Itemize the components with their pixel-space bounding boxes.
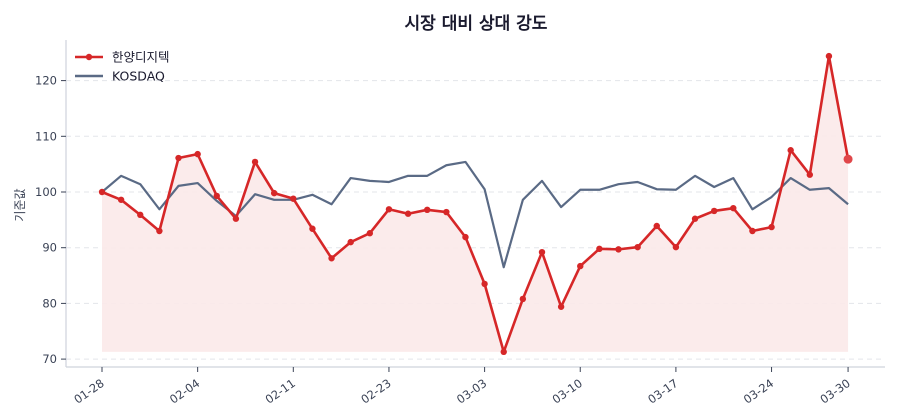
data-point	[596, 245, 603, 253]
legend-label: KOSDAQ	[112, 69, 165, 84]
data-point	[232, 215, 240, 222]
data-point	[730, 204, 737, 212]
data-point	[328, 255, 335, 262]
data-point	[194, 150, 201, 158]
axes	[65, 40, 885, 368]
y-tick-label: 120	[35, 74, 57, 88]
legend: 한양디지텍 KOSDAQ	[75, 50, 170, 84]
series-line	[101, 54, 850, 354]
area-fill	[102, 56, 849, 352]
series-fill	[102, 56, 849, 352]
x-tick-label: 02-23	[358, 376, 393, 407]
x-tick-label: 03-24	[741, 376, 776, 407]
data-point	[538, 248, 546, 256]
x-tick-label: 03-03	[454, 376, 489, 407]
data-point	[500, 348, 507, 356]
data-point	[615, 246, 622, 253]
data-point	[98, 188, 106, 196]
data-point	[806, 171, 814, 178]
data-point	[557, 303, 565, 310]
data-point	[787, 147, 794, 154]
data-point	[366, 230, 374, 237]
data-point	[691, 215, 699, 222]
data-point	[404, 210, 412, 217]
legend-marker	[85, 53, 93, 61]
y-tick-label: 100	[35, 185, 57, 199]
data-point	[843, 154, 853, 164]
data-point	[117, 196, 125, 203]
data-point	[634, 243, 641, 251]
x-tick-label: 03-10	[550, 376, 585, 407]
data-point	[768, 223, 775, 231]
x-tick-label: 03-30	[817, 376, 852, 407]
x-tick-label: 02-11	[263, 376, 298, 407]
data-point	[825, 52, 833, 60]
data-point	[251, 158, 259, 166]
y-axis-label: 기준값	[13, 188, 27, 221]
data-point	[385, 206, 393, 213]
data-point	[710, 207, 718, 215]
data-point	[462, 233, 469, 241]
data-point	[137, 211, 144, 219]
x-axis-ticks: 01-28 02-04 02-11 02-23 03-03 03-10 03-17 03-24…	[71, 367, 853, 407]
x-tick-label: 01-28	[71, 376, 106, 407]
chart-title: 시장 대비 상대 강도	[405, 14, 548, 34]
data-point	[347, 238, 354, 246]
series-lines	[98, 52, 853, 356]
y-axis-ticks: 70 80 90 100 110 120	[35, 74, 66, 366]
x-tick-label: 03-17	[645, 376, 680, 407]
data-point	[653, 222, 660, 230]
data-point	[749, 227, 756, 235]
data-point	[309, 225, 316, 232]
legend-label: 한양디지텍	[112, 50, 170, 65]
data-point	[443, 208, 450, 216]
y-tick-label: 110	[35, 129, 57, 143]
data-point	[156, 227, 163, 235]
data-point	[213, 192, 220, 200]
data-point	[481, 280, 488, 288]
y-tick-label: 90	[42, 241, 57, 255]
x-tick-label: 02-04	[167, 376, 202, 407]
data-point	[519, 295, 527, 303]
data-point	[672, 243, 680, 251]
data-point	[577, 262, 584, 270]
y-tick-label: 80	[42, 296, 57, 310]
y-tick-label: 70	[42, 352, 57, 366]
data-point	[175, 154, 182, 162]
data-point	[424, 206, 431, 214]
data-point	[270, 189, 278, 197]
data-point	[290, 195, 297, 202]
